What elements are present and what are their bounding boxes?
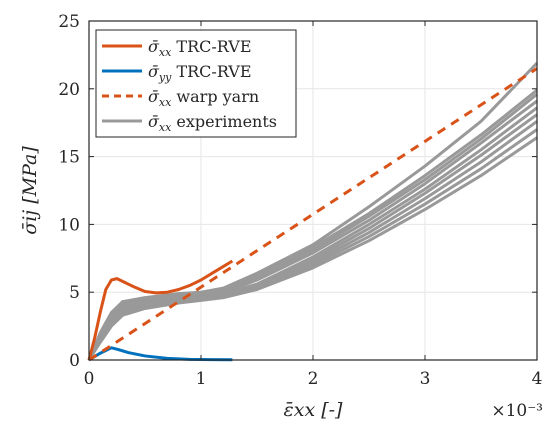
legend-entry-label: σ̄xx experiments — [148, 112, 277, 134]
axis-labels: ε̄xx [-] σ̄ij [MPa] ×10⁻³ — [19, 146, 543, 421]
x-tick-label: 4 — [532, 369, 543, 389]
experiment-curve — [87, 136, 538, 361]
legend-entry-label: σ̄xx warp yarn — [148, 87, 259, 109]
x-axis-label: ε̄xx [-] — [284, 399, 343, 421]
y-tick-label: 15 — [58, 148, 80, 168]
x-tick-label: 1 — [196, 369, 207, 389]
series-line-1 — [88, 346, 233, 362]
legend-box — [95, 29, 297, 138]
legend-entry-label: σ̄xx TRC-RVE — [148, 37, 252, 59]
y-tick-label: 5 — [69, 283, 80, 303]
x-tick-label: 3 — [420, 369, 431, 389]
x-tick-label: 0 — [84, 369, 95, 389]
y-tick-label: 20 — [58, 80, 80, 100]
experiment-curve — [87, 88, 538, 361]
axis-ticks: 0 1 2 3 4 0 5 10 15 20 25 — [58, 12, 542, 389]
y-axis-label: σ̄ij [MPa] — [19, 146, 41, 235]
series-line-0 — [87, 259, 234, 361]
y-tick-label: 10 — [58, 215, 80, 235]
legend: σ̄xx TRC-RVE σ̄yy TRC-RVE σ̄xx warp yarn σ̄… — [95, 29, 297, 138]
legend-entry-label: σ̄yy TRC-RVE — [148, 62, 252, 84]
x-exponent-label: ×10⁻³ — [491, 401, 543, 421]
x-tick-label: 2 — [308, 369, 319, 389]
y-tick-label: 0 — [69, 351, 80, 371]
y-tick-label: 25 — [58, 12, 80, 32]
